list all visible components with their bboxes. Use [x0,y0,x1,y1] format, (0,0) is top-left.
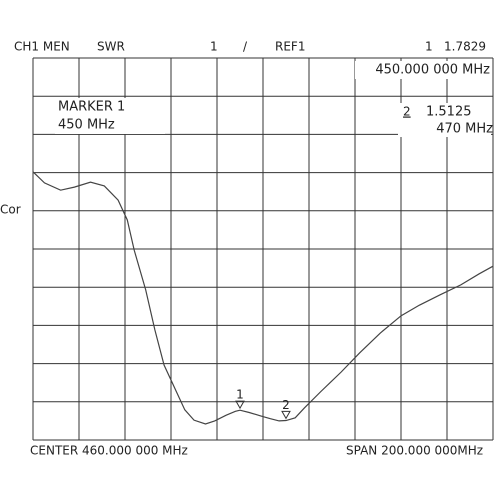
marker-number: 1 [236,388,244,402]
scale: 1 [210,40,218,54]
active-marker-frequency: 450 MHz [58,118,115,133]
span: SPAN 200.000 000MHz [346,444,483,458]
marker-1-frequency: 450.000 000 MHz [375,63,490,78]
label-bg [398,103,491,137]
marker-2-label: 2 [403,105,411,119]
side-label: Cor [0,203,21,217]
marker-1-label: 1 [425,40,433,54]
marker-2-value: 1.5125 [426,105,472,120]
format: SWR [97,40,125,54]
channel: CH1 MEN [14,40,70,54]
slash: / [243,40,248,54]
marker-symbol [281,410,291,420]
center: CENTER 460.000 000 MHz [30,444,188,458]
label-bg [355,61,491,79]
active-marker-title: MARKER 1 [58,100,125,115]
label-bg [55,98,165,134]
marker-1-value: 1.7829 [444,40,486,54]
marker-symbol [235,400,245,410]
reference: REF1 [275,40,305,54]
trace [32,171,494,425]
marker-number: 2 [282,398,290,412]
marker-2-frequency: 470 MHz [436,122,493,137]
